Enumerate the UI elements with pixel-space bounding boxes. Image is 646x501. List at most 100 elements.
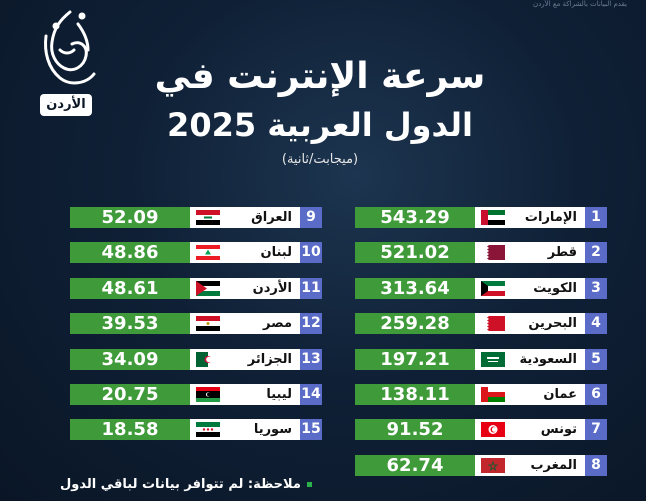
country-row: 39.53 مصر 12 — [70, 313, 322, 334]
rank-number: 1 — [585, 207, 607, 228]
country-name: سوريا — [253, 422, 292, 437]
rank-number: 9 — [300, 207, 322, 228]
unit-label: (ميجابت/ثانية) — [281, 152, 359, 167]
country-name: ليبيا — [266, 387, 292, 402]
saudi-flag-icon — [481, 352, 505, 367]
country-name-cell: لبنان — [190, 242, 300, 263]
country-row: 313.64 الكويت 3 — [355, 278, 607, 299]
speed-value: 48.61 — [70, 278, 190, 299]
country-name: مصر — [263, 316, 292, 331]
country-row: 62.74 المغرب 8 — [355, 455, 607, 476]
country-name-cell: ليبيا — [190, 384, 300, 405]
kuwait-flag-icon — [481, 281, 505, 296]
algeria-flag-icon — [196, 352, 220, 367]
country-name-cell: البحرين — [475, 313, 585, 334]
country-row: 18.58 سوريا 15 — [70, 419, 322, 440]
speed-value: 543.29 — [355, 207, 475, 228]
speed-value: 52.09 — [70, 207, 190, 228]
country-row: 543.29 الإمارات 1 — [355, 207, 607, 228]
page-title: سرعة الإنترنت في — [154, 56, 486, 97]
jordan-flag-icon — [196, 281, 220, 296]
country-name: لبنان — [260, 245, 292, 260]
speed-value: 34.09 — [70, 349, 190, 370]
rank-number: 6 — [585, 384, 607, 405]
country-name: البحرين — [528, 316, 577, 331]
country-name-cell: العراق — [190, 207, 300, 228]
libya-flag-icon — [196, 387, 220, 402]
country-name-cell: سوريا — [190, 419, 300, 440]
country-row: 48.86 لبنان 10 — [70, 242, 322, 263]
lebanon-flag-icon — [196, 245, 220, 260]
country-name: قطر — [547, 245, 577, 260]
bullet-icon — [306, 482, 312, 487]
region-badge: الأردن — [40, 94, 92, 116]
country-name-cell: تونس — [475, 419, 585, 440]
speed-value: 39.53 — [70, 313, 190, 334]
page-subtitle: الدول العربية 2025 — [167, 106, 473, 144]
qatar-flag-icon — [481, 245, 505, 260]
country-name-cell: السعودية — [475, 349, 585, 370]
country-name-cell: عمان — [475, 384, 585, 405]
rank-number: 7 — [585, 419, 607, 440]
al-jazeera-logo: الأردن — [30, 6, 105, 118]
speed-value: 138.11 — [355, 384, 475, 405]
country-name-cell: الكويت — [475, 278, 585, 299]
country-row: 34.09 الجزائر 13 — [70, 349, 322, 370]
country-row: 521.02 قطر 2 — [355, 242, 607, 263]
country-name: المغرب — [530, 458, 577, 473]
bahrain-flag-icon — [481, 316, 505, 331]
rank-number: 15 — [300, 419, 322, 440]
country-row: 138.11 عمان 6 — [355, 384, 607, 405]
country-name: السعودية — [519, 352, 578, 367]
speed-value: 259.28 — [355, 313, 475, 334]
syria-flag-icon — [196, 422, 220, 437]
rank-number: 12 — [300, 313, 322, 334]
speed-value: 197.21 — [355, 349, 475, 370]
rank-number: 10 — [300, 242, 322, 263]
iraq-flag-icon — [196, 210, 220, 225]
country-name: الإمارات — [524, 210, 577, 225]
country-name: الكويت — [533, 281, 577, 296]
country-name: العراق — [251, 210, 292, 225]
uae-flag-icon — [481, 210, 505, 225]
morocco-flag-icon — [481, 458, 505, 473]
oman-flag-icon — [481, 387, 505, 402]
footnote-text: ملاحظة: لم تتوافر بيانات لباقي الدول — [60, 477, 301, 492]
speed-value: 91.52 — [355, 419, 475, 440]
country-name-cell: الجزائر — [190, 349, 300, 370]
country-name-cell: الإمارات — [475, 207, 585, 228]
country-name: الجزائر — [247, 352, 292, 367]
country-row: 197.21 السعودية 5 — [355, 349, 607, 370]
country-row: 52.09 العراق 9 — [70, 207, 322, 228]
egypt-flag-icon — [196, 316, 220, 331]
top-note: يقدم البيانات بالشراكة مع الأردن — [533, 0, 627, 8]
country-row: 48.61 الأردن 11 — [70, 278, 322, 299]
footnote: ملاحظة: لم تتوافر بيانات لباقي الدول — [60, 477, 312, 492]
rank-number: 13 — [300, 349, 322, 370]
country-name-cell: المغرب — [475, 455, 585, 476]
country-name: عمان — [543, 387, 577, 402]
rank-number: 3 — [585, 278, 607, 299]
speed-value: 20.75 — [70, 384, 190, 405]
speed-value: 62.74 — [355, 455, 475, 476]
country-name-cell: الأردن — [190, 278, 300, 299]
country-name: تونس — [540, 422, 577, 437]
country-row: 259.28 البحرين 4 — [355, 313, 607, 334]
country-row: 91.52 تونس 7 — [355, 419, 607, 440]
calligraphy-logo-icon — [44, 10, 96, 85]
speed-value: 521.02 — [355, 242, 475, 263]
rank-number: 2 — [585, 242, 607, 263]
tunisia-flag-icon — [481, 422, 505, 437]
rank-number: 5 — [585, 349, 607, 370]
speed-value: 48.86 — [70, 242, 190, 263]
speed-value: 313.64 — [355, 278, 475, 299]
country-row: 20.75 ليبيا 14 — [70, 384, 322, 405]
rank-number: 11 — [300, 278, 322, 299]
rank-number: 8 — [585, 455, 607, 476]
rank-number: 14 — [300, 384, 322, 405]
speed-value: 18.58 — [70, 419, 190, 440]
rank-number: 4 — [585, 313, 607, 334]
country-name-cell: قطر — [475, 242, 585, 263]
country-name: الأردن — [252, 281, 292, 296]
country-name-cell: مصر — [190, 313, 300, 334]
